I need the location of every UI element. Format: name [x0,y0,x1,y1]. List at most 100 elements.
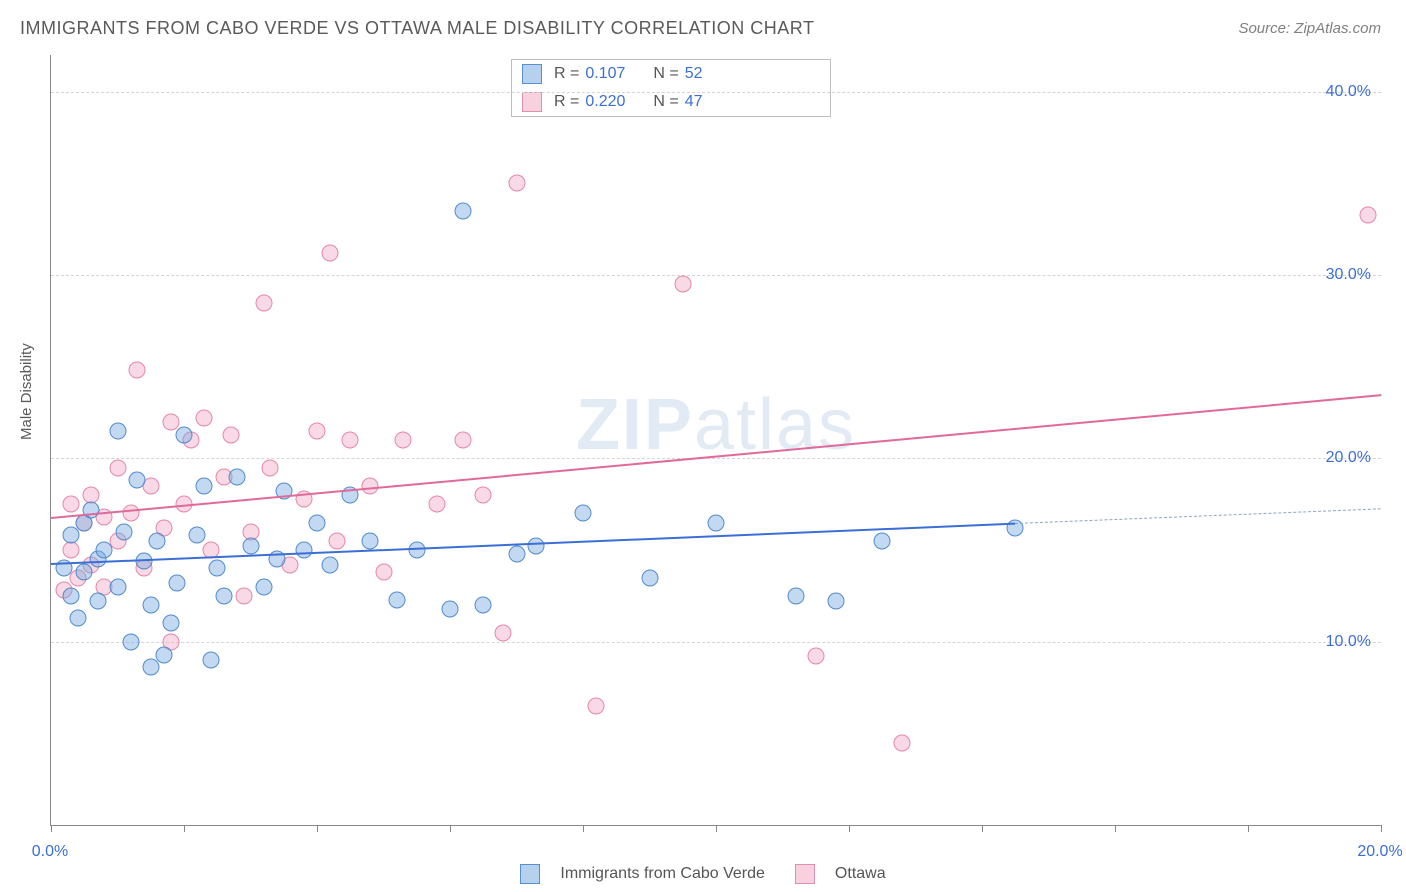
data-point [295,542,312,559]
data-point [388,591,405,608]
data-point [109,578,126,595]
data-point [495,624,512,641]
x-tick [51,825,52,832]
gridline-h [51,458,1381,459]
n-label: N = [653,65,678,83]
data-point [129,472,146,489]
data-point [62,527,79,544]
data-point [195,410,212,427]
data-point [149,532,166,549]
data-point [109,459,126,476]
data-point [807,648,824,665]
data-point [209,560,226,577]
data-point [162,615,179,632]
data-point [176,426,193,443]
data-point [508,175,525,192]
data-point [475,487,492,504]
x-tick-label: 20.0% [1357,843,1402,861]
stats-row-blue: R = 0.107 N = 52 [512,60,830,88]
r-label: R = [554,93,579,111]
x-tick [450,825,451,832]
data-point [62,587,79,604]
swatch-blue [520,864,540,884]
data-point [309,514,326,531]
x-tick [716,825,717,832]
bottom-legend: Immigrants from Cabo Verde Ottawa [0,864,1406,884]
data-point [255,294,272,311]
data-point [322,245,339,262]
swatch-blue [522,64,542,84]
data-point [255,578,272,595]
data-point [215,587,232,604]
data-point [262,459,279,476]
source-attribution: Source: ZipAtlas.com [1238,20,1381,37]
legend-item-blue: Immigrants from Cabo Verde [520,864,765,884]
data-point [122,505,139,522]
x-tick [1115,825,1116,832]
legend-label: Ottawa [835,865,886,883]
swatch-pink [795,864,815,884]
n-value: 52 [685,65,703,83]
data-point [1359,206,1376,223]
gridline-h [51,275,1381,276]
n-label: N = [653,93,678,111]
data-point [787,587,804,604]
data-point [202,652,219,669]
data-point [362,477,379,494]
data-point [129,362,146,379]
data-point [575,505,592,522]
data-point [222,426,239,443]
data-point [189,527,206,544]
data-point [475,597,492,614]
data-point [674,276,691,293]
data-point [588,697,605,714]
trend-line [51,394,1381,519]
data-point [342,432,359,449]
data-point [428,496,445,513]
data-point [96,542,113,559]
data-point [395,432,412,449]
x-tick [849,825,850,832]
data-point [508,545,525,562]
y-tick-label: 10.0% [1326,633,1371,651]
data-point [708,514,725,531]
x-tick-label: 0.0% [32,843,68,861]
data-point [169,575,186,592]
correlation-stats-box: R = 0.107 N = 52 R = 0.220 N = 47 [511,59,831,117]
y-tick-label: 30.0% [1326,266,1371,284]
data-point [62,496,79,513]
y-axis-label: Male Disability [18,343,35,440]
data-point [242,538,259,555]
chart-title: IMMIGRANTS FROM CABO VERDE VS OTTAWA MAL… [20,18,814,39]
legend-label: Immigrants from Cabo Verde [560,865,765,883]
gridline-h [51,92,1381,93]
data-point [142,597,159,614]
data-point [235,587,252,604]
y-tick-label: 20.0% [1326,449,1371,467]
data-point [62,542,79,559]
r-label: R = [554,65,579,83]
r-value: 0.107 [585,65,625,83]
data-point [894,734,911,751]
plot-area: ZIPatlas R = 0.107 N = 52 R = 0.220 N = … [50,55,1381,826]
data-point [162,413,179,430]
x-tick [184,825,185,832]
data-point [455,202,472,219]
data-point [362,532,379,549]
x-tick [1381,825,1382,832]
data-point [195,477,212,494]
data-point [76,564,93,581]
data-point [156,646,173,663]
data-point [455,432,472,449]
data-point [69,609,86,626]
data-point [142,659,159,676]
data-point [328,532,345,549]
data-point [309,422,326,439]
y-tick-label: 40.0% [1326,83,1371,101]
data-point [641,569,658,586]
x-tick [583,825,584,832]
data-point [229,468,246,485]
data-point [827,593,844,610]
legend-item-pink: Ottawa [795,864,886,884]
swatch-pink [522,92,542,112]
